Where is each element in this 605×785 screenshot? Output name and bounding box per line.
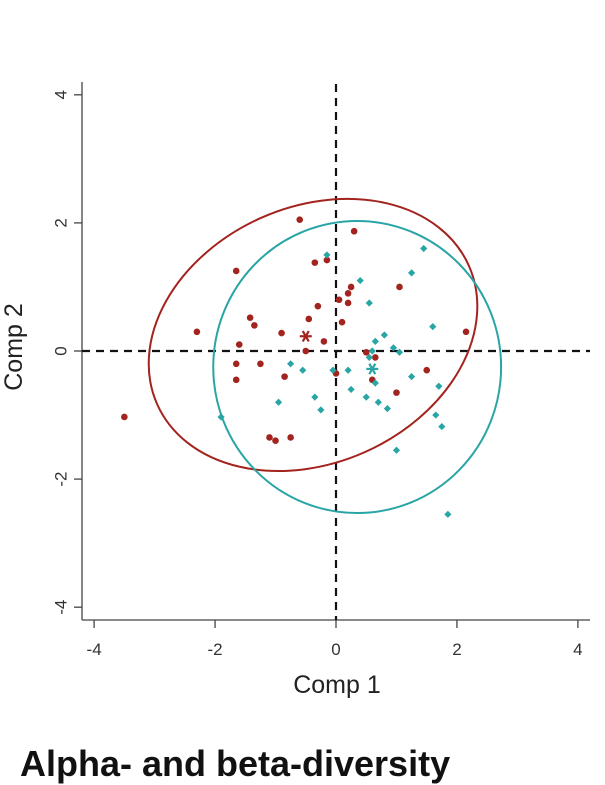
data-point: [444, 510, 452, 518]
data-point: [329, 366, 337, 374]
data-point: [281, 373, 288, 380]
data-point: [121, 413, 128, 421]
data-point: [407, 269, 416, 277]
data-point: [344, 299, 352, 307]
data-point: [368, 347, 376, 355]
data-point: [266, 434, 273, 441]
confidence-ellipses: [147, 197, 503, 515]
data-point: [257, 360, 264, 368]
data-point: [232, 376, 240, 384]
ellipse-teal-group: [212, 219, 503, 515]
data-point: [217, 413, 225, 421]
y-tick-label: 0: [51, 346, 70, 355]
data-point: [302, 347, 310, 355]
series-teal: [217, 244, 452, 518]
data-point: [235, 341, 243, 348]
data-point: [423, 366, 431, 374]
data-point: [335, 296, 343, 304]
y-axis-label: Comp 2: [0, 303, 28, 391]
page-heading: Alpha- and beta-diversity: [20, 743, 451, 784]
centroid-stroke: [301, 330, 310, 343]
centroid-marker: [366, 363, 379, 375]
data-point: [432, 411, 440, 419]
centroid-marker: [299, 330, 312, 343]
data-point: [392, 446, 401, 454]
data-point: [365, 299, 373, 307]
y-tick-label: -2: [51, 472, 70, 487]
data-point: [323, 251, 331, 259]
data-point: [287, 434, 294, 441]
data-point: [344, 290, 352, 297]
data-point: [323, 256, 331, 264]
data-point: [296, 216, 304, 224]
data-point: [287, 360, 295, 368]
x-axis-ticks: -4 -2 0 2 4: [87, 620, 583, 659]
data-points: [121, 216, 470, 518]
data-point: [299, 366, 307, 374]
data-point: [371, 379, 379, 387]
x-tick-label: 0: [331, 640, 340, 659]
data-point: [407, 373, 416, 381]
data-point: [317, 406, 325, 414]
y-tick-label: 4: [51, 90, 70, 99]
data-point: [338, 318, 346, 326]
centroid-stroke: [368, 363, 377, 375]
x-tick-label: -4: [87, 640, 102, 659]
data-point: [380, 331, 388, 339]
data-point: [396, 283, 403, 291]
data-point: [383, 405, 392, 413]
data-point: [371, 337, 379, 345]
data-point: [350, 227, 358, 235]
data-point: [278, 329, 285, 337]
ellipse-red-group: [147, 197, 479, 473]
data-point: [389, 344, 398, 352]
data-point: [314, 302, 322, 310]
data-point: [374, 398, 382, 406]
data-point: [272, 437, 279, 444]
data-point: [311, 393, 319, 401]
data-point: [193, 328, 201, 336]
x-tick-label: 2: [452, 640, 461, 659]
y-tick-label: -4: [51, 600, 70, 615]
data-point: [362, 348, 370, 356]
x-tick-label: 4: [573, 640, 582, 659]
data-point: [320, 338, 328, 345]
y-axis-ticks: -4 -2 0 2 4: [51, 90, 82, 615]
data-point: [274, 398, 283, 406]
data-point: [232, 360, 240, 368]
data-point: [372, 354, 379, 361]
data-point: [365, 353, 373, 362]
data-point: [435, 382, 443, 390]
y-tick-label: 2: [51, 218, 70, 227]
x-axis-label: Comp 1: [293, 671, 381, 699]
data-point: [232, 267, 240, 275]
data-point: [438, 422, 446, 431]
data-point: [429, 323, 437, 331]
data-point: [393, 389, 400, 396]
data-point: [395, 348, 404, 356]
data-point: [311, 259, 319, 266]
x-tick-label: -2: [207, 640, 222, 659]
data-point: [356, 276, 364, 285]
data-point: [462, 328, 470, 336]
series-red: [121, 216, 470, 444]
data-point: [246, 314, 254, 321]
data-point: [344, 366, 352, 374]
data-point: [362, 393, 370, 401]
data-point: [347, 283, 355, 291]
data-point: [305, 315, 313, 323]
data-point: [251, 322, 258, 329]
data-point: [347, 385, 355, 394]
data-point: [420, 244, 428, 253]
reference-lines: [82, 84, 590, 620]
